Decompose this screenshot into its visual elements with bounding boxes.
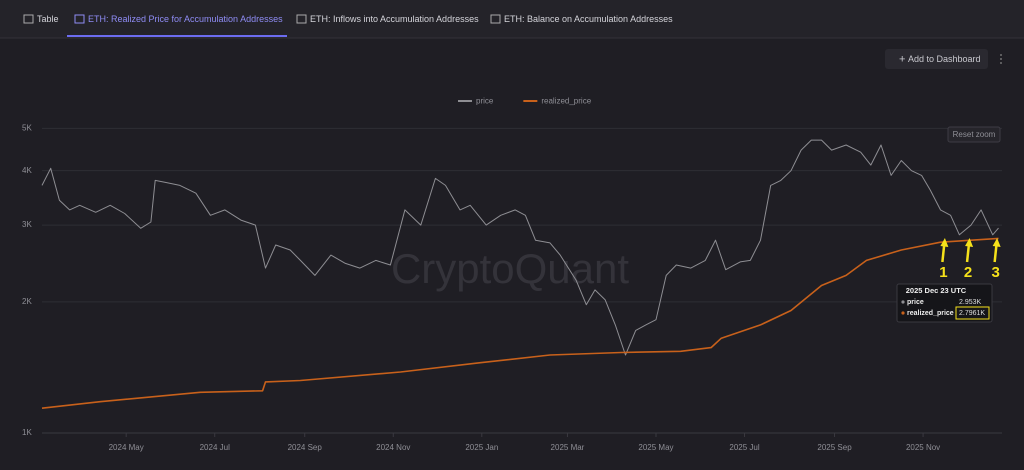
add-button-label[interactable]: Add to Dashboard — [908, 54, 981, 64]
legend-label[interactable]: realized_price — [541, 97, 591, 106]
tab-label[interactable]: Table — [37, 14, 59, 24]
x-tick-label: 2024 Sep — [288, 443, 323, 452]
x-tick-label: 2024 Jul — [200, 443, 230, 452]
x-tick-label: 2024 May — [109, 443, 144, 452]
tab-icon — [74, 14, 85, 24]
plus-icon: + — [899, 53, 905, 65]
dot — [1000, 58, 1002, 60]
annotation-label: 1 — [939, 264, 947, 281]
tooltip-highlight — [955, 306, 990, 320]
tooltip-name: price — [907, 299, 924, 306]
watermark: CryptoQuant — [391, 245, 629, 292]
tab-icon — [296, 14, 307, 24]
legend-label[interactable]: price — [476, 97, 494, 106]
annotation-arrowhead — [992, 238, 1001, 247]
series-line — [41, 237, 999, 409]
y-tick-label: 4K — [22, 166, 32, 175]
dot — [1000, 62, 1002, 64]
tab-label[interactable]: ETH: Inflows into Accumulation Addresses — [310, 14, 479, 24]
tab-label[interactable]: ETH: Balance on Accumulation Addresses — [504, 14, 673, 24]
series-line — [41, 139, 999, 356]
tab-icon — [490, 14, 501, 24]
tab-label[interactable]: ETH: Realized Price for Accumulation Add… — [88, 14, 283, 24]
kebab-menu[interactable] — [1000, 54, 1002, 64]
tab-icon — [23, 14, 34, 24]
dot — [1000, 54, 1002, 56]
add-button[interactable] — [885, 49, 988, 69]
y-tick-label: 3K — [22, 220, 32, 229]
tooltip-marker — [901, 311, 905, 315]
x-tick-label: 2025 Jan — [465, 443, 498, 452]
x-tick-label: 2025 Nov — [906, 443, 940, 452]
annotation-arrowhead — [940, 238, 949, 247]
annotation-arrowhead — [965, 238, 974, 247]
tabs: Table ETH: Realized Price for Accumulatio… — [23, 14, 673, 37]
reset-zoom-button[interactable] — [947, 126, 1001, 143]
tooltip-name: realized_price — [907, 310, 954, 317]
x-tick-label: 2025 May — [638, 443, 673, 452]
x-tick-label: 2025 Jul — [729, 443, 759, 452]
x-tick-label: 2025 Sep — [817, 443, 852, 452]
chart: 1K 2K 3K 4K 5K 2024 May 2024 Jul 2024 Sep 2024 N… — [22, 97, 1002, 452]
y-tick-label: 1K — [22, 428, 32, 437]
tooltip-box — [896, 283, 993, 323]
annotation-label: 2 — [964, 264, 972, 281]
tooltip-value: 2.7961K — [959, 310, 985, 317]
tab-bar — [0, 0, 1024, 38]
y-tick-label: 5K — [22, 124, 32, 133]
annotation-label: 3 — [991, 264, 999, 281]
tooltip: 2025 Dec 23 UTC price 2.953K realized_price… — [896, 283, 993, 323]
tooltip-marker — [901, 300, 905, 304]
y-tick-label: 2K — [22, 297, 32, 306]
reset-zoom-label[interactable]: Reset zoom — [953, 130, 996, 139]
x-tick-label: 2024 Nov — [376, 443, 410, 452]
x-tick-label: 2025 Mar — [551, 443, 585, 452]
tooltip-value: 2.953K — [959, 299, 982, 306]
tooltip-title: 2025 Dec 23 UTC — [906, 286, 967, 295]
